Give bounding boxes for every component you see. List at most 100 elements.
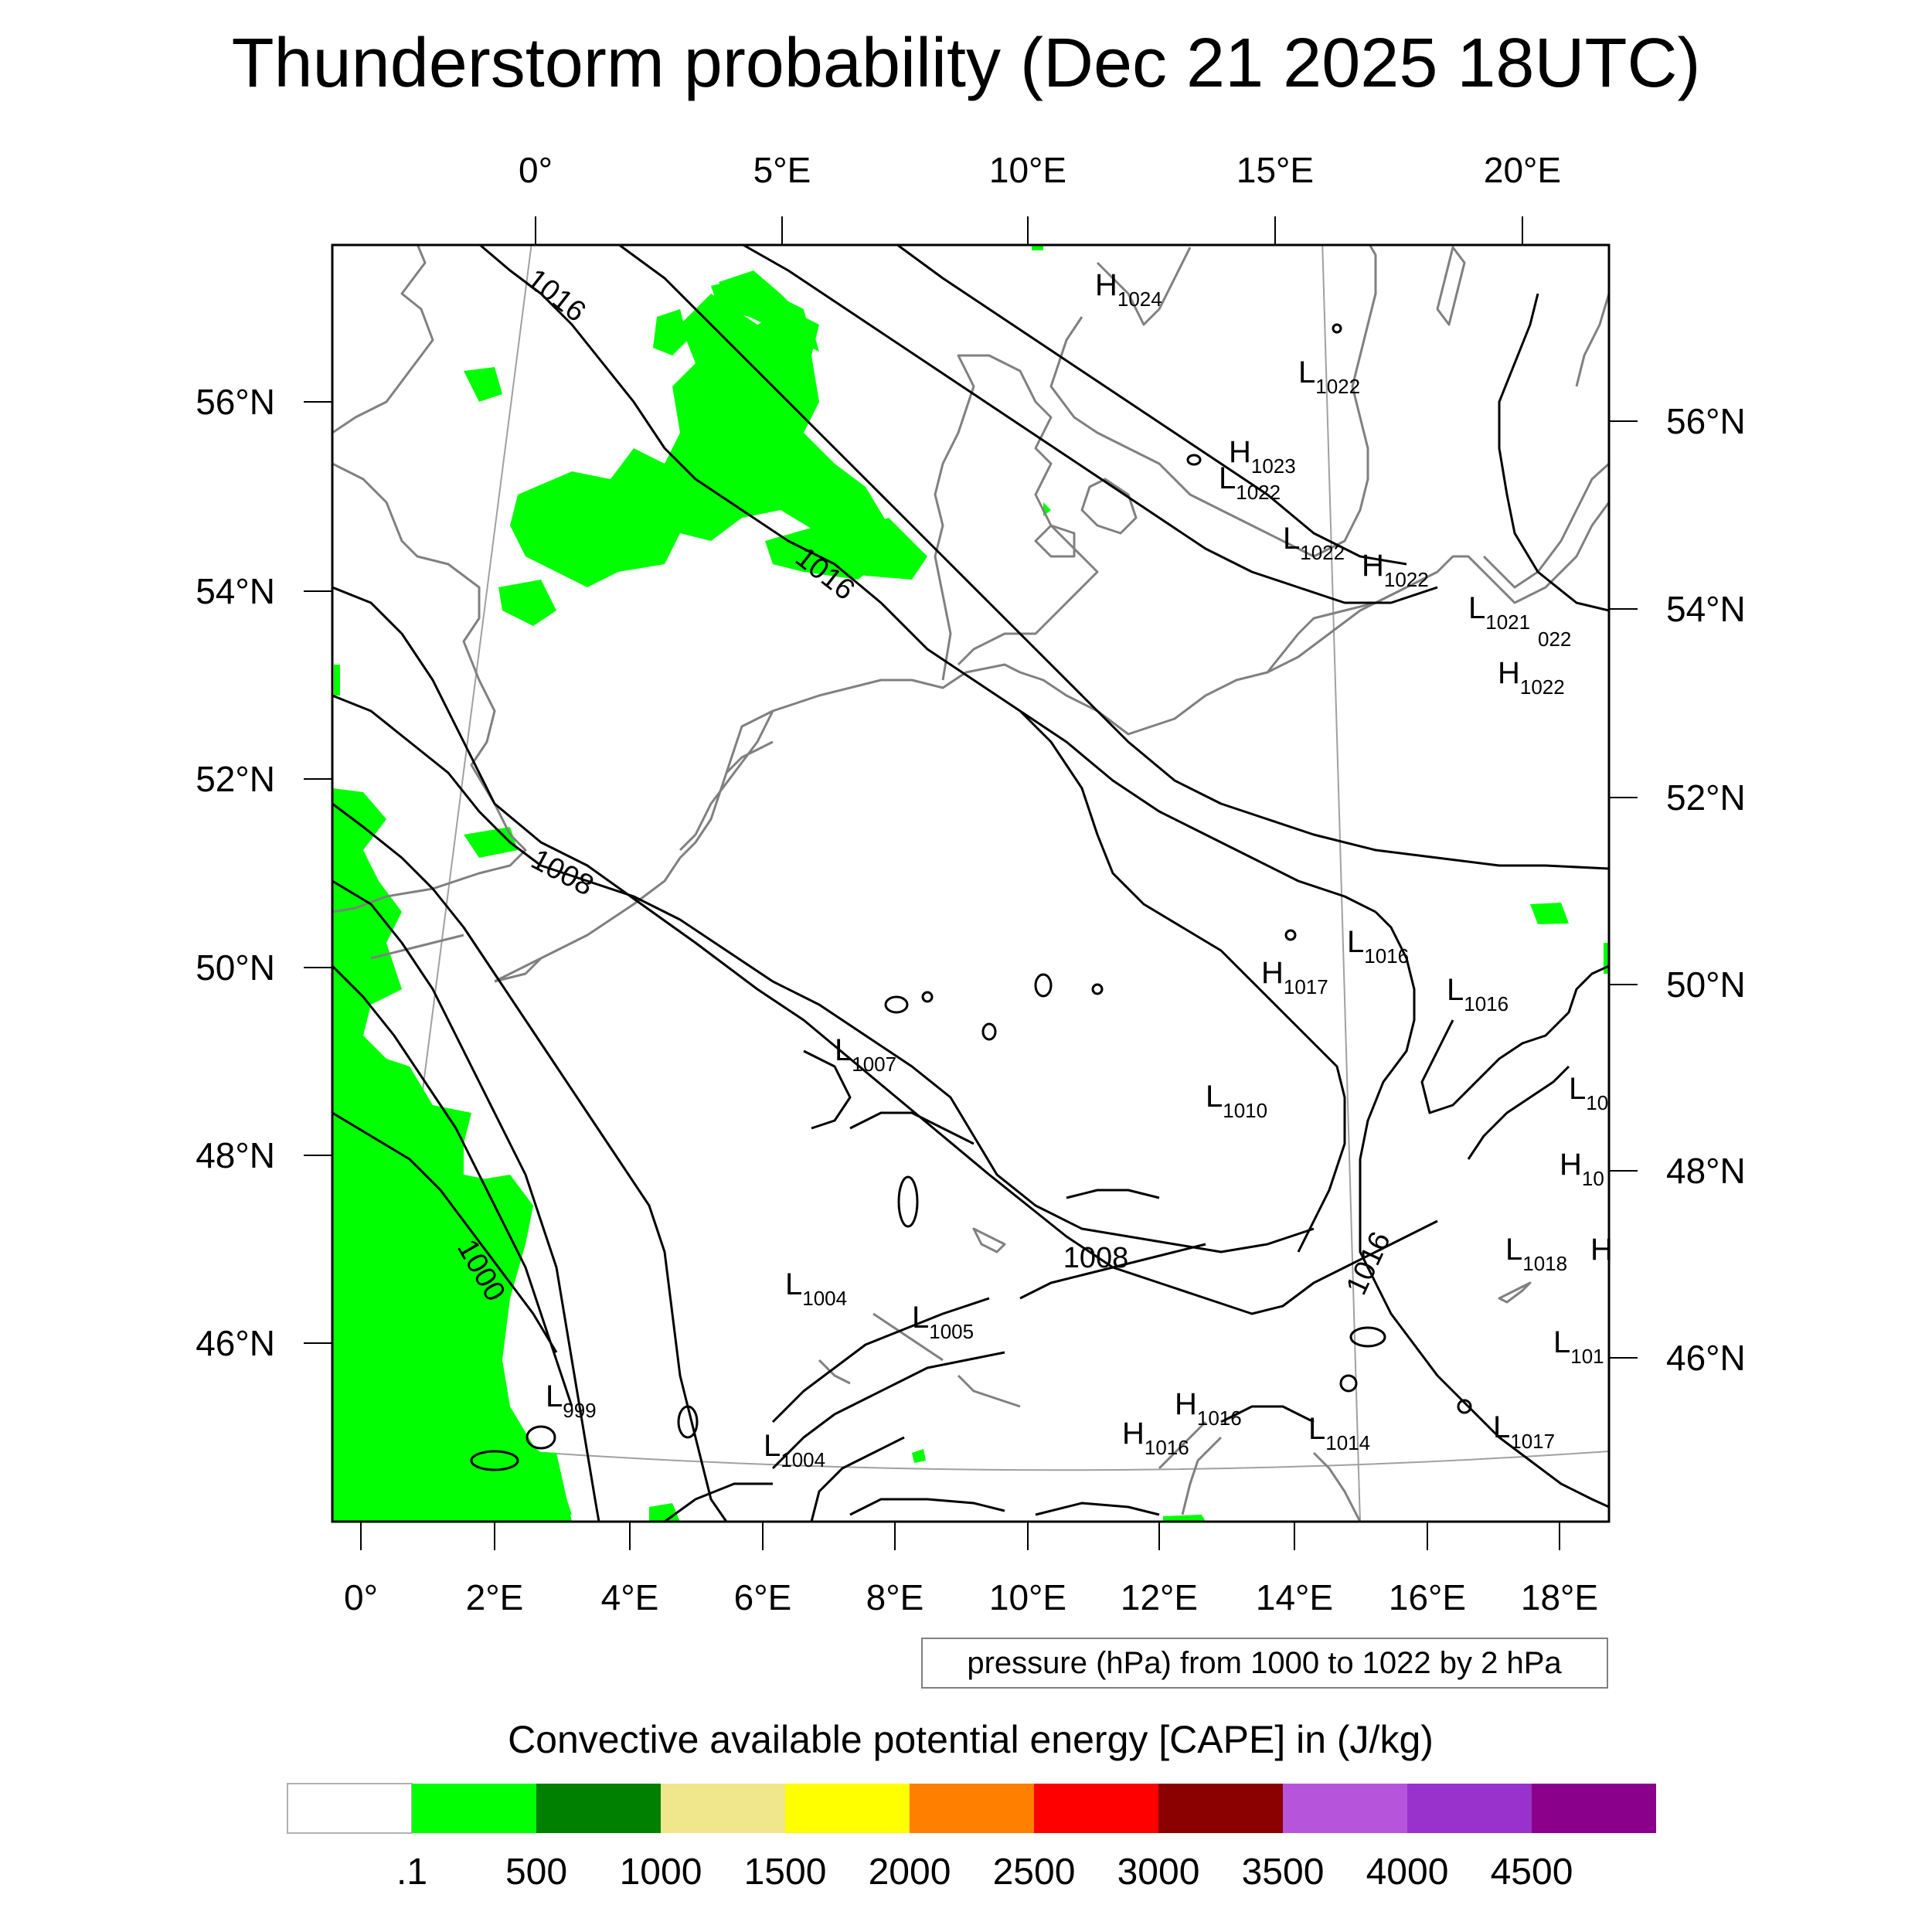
colorbar: Convective available potential energy [C…	[287, 1718, 1656, 1893]
colorbar-swatch	[910, 1784, 1034, 1833]
colorbar-swatch	[1532, 1784, 1656, 1833]
left-lat-label: 48°N	[196, 1135, 275, 1175]
low-pressure-label: L1005	[912, 1301, 974, 1343]
low-pressure-label: L999	[546, 1379, 597, 1422]
coast-uk-east	[332, 245, 527, 913]
high-pressure-label: H1024	[1095, 268, 1162, 311]
colorbar-tick-label: 1500	[744, 1852, 827, 1893]
right-lat-label: 50°N	[1666, 964, 1746, 1005]
bottom-lon-label: 4°E	[601, 1577, 659, 1617]
colorbar-swatch	[661, 1784, 785, 1833]
high-pressure-label: H1022	[1498, 656, 1565, 699]
cape-region-skagerrak	[719, 270, 819, 352]
low-pressure-label: L1018	[1505, 1233, 1567, 1275]
colorbar-labels: .1 500 1000 1500 2000 2500 3000 3500 4000 4500	[396, 1852, 1573, 1893]
bottom-lon-label: 0°	[344, 1577, 378, 1617]
cape-region-west-large	[332, 788, 572, 1522]
colorbar-swatch	[785, 1784, 910, 1833]
cape-region-north-sea	[510, 294, 889, 587]
low-pressure-label: L1021	[1468, 591, 1530, 634]
top-lon-label: 15°E	[1236, 150, 1314, 190]
isobar-label-1016-nw: 1016	[520, 263, 591, 328]
low-pressure-label: L1022	[1283, 522, 1345, 564]
left-lat-label: 46°N	[196, 1323, 275, 1363]
isobar-labels: 1016 1016 1008 1000 1008 1016	[451, 263, 1397, 1307]
top-lon-label: 5°E	[753, 150, 811, 190]
lake-balaton	[1498, 1281, 1532, 1304]
low-pressure-label: L1010	[1206, 1080, 1267, 1122]
left-lat-label: 54°N	[196, 571, 275, 611]
coast-netherlands	[679, 710, 774, 852]
coast-france-north	[370, 934, 543, 983]
colorbar-boxes	[287, 1783, 1656, 1834]
bottom-lon-label: 14°E	[1256, 1577, 1333, 1617]
high-pressure-label: H10	[1560, 1148, 1604, 1190]
low-pressure-label: L1007	[835, 1033, 896, 1076]
coast-sweden	[1049, 245, 1377, 558]
right-lat-label: 46°N	[1666, 1338, 1746, 1378]
top-longitude-labels: 0° 5°E 10°E 15°E 20°E	[519, 150, 1561, 190]
colorbar-swatch	[1407, 1784, 1532, 1833]
low-pressure-label: L1017	[1493, 1410, 1555, 1453]
contour-info-box: pressure (hPa) from 1000 to 1022 by 2 hP…	[921, 1638, 1608, 1689]
low-pressure-label: L1016	[1347, 925, 1409, 968]
low-pressure-label: 022	[1538, 628, 1571, 651]
colorbar-swatch	[412, 1784, 536, 1833]
bottom-lon-label: 10°E	[989, 1577, 1066, 1617]
isobars	[332, 245, 1609, 1522]
top-lon-label: 0°	[519, 150, 553, 190]
low-pressure-label: L101	[1553, 1325, 1604, 1368]
colorbar-tick-label: 500	[505, 1852, 567, 1893]
cape-region-north-cluster	[653, 309, 688, 355]
right-latitude-labels: 56°N 54°N 52°N 50°N 48°N 46°N	[1666, 401, 1746, 1378]
right-lat-label: 56°N	[1666, 401, 1746, 441]
bottom-lon-label: 12°E	[1121, 1577, 1198, 1617]
coast-funen	[1034, 524, 1076, 558]
low-pressure-label: L1004	[764, 1429, 825, 1471]
colorbar-tick-label: 4500	[1491, 1852, 1573, 1893]
colorbar-tick-label: 2500	[993, 1852, 1076, 1893]
right-lat-label: 54°N	[1666, 589, 1746, 629]
cape-area-fill	[332, 245, 1609, 1522]
cape-region-bight	[835, 518, 927, 580]
colorbar-tick-label: .1	[396, 1852, 427, 1893]
low-pressure-label: L1004	[785, 1267, 847, 1310]
low-pressure-label: L1014	[1308, 1412, 1370, 1454]
bottom-lon-label: 16°E	[1389, 1577, 1466, 1617]
colorbar-title: Convective available potential energy [C…	[508, 1718, 1434, 1761]
colorbar-tick-label: 3500	[1242, 1852, 1325, 1893]
bottom-longitude-labels: 0° 2°E 4°E 6°E 8°E 10°E 12°E 14°E 16°E 1…	[344, 1577, 1598, 1617]
colorbar-swatch	[1034, 1784, 1158, 1833]
right-lat-label: 52°N	[1666, 777, 1746, 818]
high-pressure-label: H1017	[1261, 956, 1328, 998]
left-latitude-labels: 56°N 54°N 52°N 50°N 48°N 46°N	[196, 382, 275, 1363]
axis-ticks	[304, 216, 1638, 1550]
bottom-lon-label: 2°E	[466, 1577, 524, 1617]
map-panel: 1016 1016 1008 1000 1008 1016 H1024 L1022…	[331, 243, 1613, 1523]
isobar-1000	[332, 879, 600, 1522]
colorbar-tick-label: 3000	[1117, 1852, 1200, 1893]
right-lat-label: 48°N	[1666, 1151, 1746, 1191]
high-pressure-label: H	[1590, 1233, 1613, 1267]
left-lat-label: 52°N	[196, 759, 275, 799]
isobar-label-1016-east: 1016	[1340, 1227, 1397, 1300]
colorbar-tick-label: 1000	[620, 1852, 702, 1893]
contour-info-text: pressure (hPa) from 1000 to 1022 by 2 hP…	[967, 1646, 1562, 1680]
high-pressure-label: H1023	[1229, 435, 1296, 478]
coast-poland	[1266, 586, 1407, 673]
top-lon-label: 10°E	[989, 150, 1066, 190]
coast-denmark	[934, 354, 1099, 681]
high-pressure-label: H1016	[1122, 1417, 1189, 1459]
bottom-lon-label: 6°E	[734, 1577, 792, 1617]
low-pressure-label: L1022	[1298, 355, 1360, 398]
bottom-lon-label: 18°E	[1521, 1577, 1598, 1617]
low-pressure-label: L1016	[1447, 973, 1509, 1015]
colorbar-swatch	[1158, 1784, 1283, 1833]
colorbar-tick-label: 2000	[869, 1852, 951, 1893]
colorbar-swatch	[1283, 1784, 1407, 1833]
coast-gotland	[1436, 246, 1466, 326]
high-pressure-label: H1016	[1175, 1387, 1242, 1430]
left-lat-label: 56°N	[196, 382, 275, 422]
colorbar-tick-label: 4000	[1366, 1852, 1449, 1893]
